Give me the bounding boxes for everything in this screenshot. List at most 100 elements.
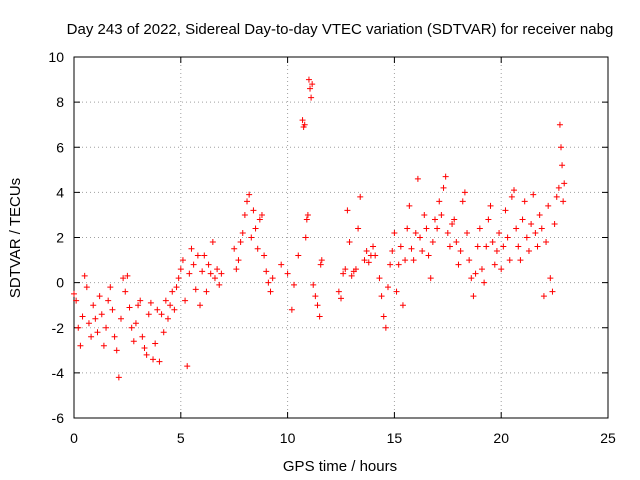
data-point — [485, 216, 492, 223]
data-point — [199, 268, 206, 275]
data-point — [427, 275, 434, 282]
data-point — [75, 324, 82, 331]
data-point — [491, 261, 498, 268]
data-point — [231, 245, 238, 252]
data-point — [92, 315, 99, 322]
data-point — [179, 257, 186, 264]
data-point — [545, 202, 552, 209]
data-point — [528, 220, 535, 227]
y-tick-label: -4 — [52, 365, 65, 381]
data-point — [182, 297, 189, 304]
data-point — [177, 266, 184, 273]
y-axis-label: SDTVAR / TECUs — [7, 178, 24, 298]
data-point — [408, 245, 415, 252]
data-point — [124, 272, 131, 279]
data-point — [547, 275, 554, 282]
x-tick-label: 20 — [493, 430, 509, 446]
data-point — [481, 279, 488, 286]
data-point — [540, 293, 547, 300]
data-point — [145, 311, 152, 318]
data-point — [387, 261, 394, 268]
data-point — [246, 191, 253, 198]
data-point — [506, 257, 513, 264]
data-point — [559, 162, 566, 169]
data-point — [135, 302, 142, 309]
data-point — [344, 207, 351, 214]
data-point — [370, 243, 377, 250]
data-point — [434, 225, 441, 232]
data-point — [169, 288, 176, 295]
data-point — [483, 243, 490, 250]
data-point — [265, 279, 272, 286]
data-point — [406, 202, 413, 209]
data-point — [288, 306, 295, 313]
data-point — [309, 81, 316, 88]
data-point — [132, 320, 139, 327]
grid-lines — [74, 57, 608, 418]
data-point — [459, 198, 466, 205]
data-point — [342, 266, 349, 273]
data-point — [438, 211, 445, 218]
data-point — [194, 252, 201, 259]
y-tick-label: 0 — [56, 275, 64, 291]
data-point — [105, 297, 112, 304]
data-point — [453, 239, 460, 246]
data-point — [88, 333, 95, 340]
data-point — [429, 239, 436, 246]
data-point — [216, 281, 223, 288]
data-point — [466, 257, 473, 264]
data-point — [496, 229, 503, 236]
data-point — [244, 198, 251, 205]
data-point — [551, 220, 558, 227]
data-point — [160, 329, 167, 336]
data-point — [113, 347, 120, 354]
data-point — [201, 252, 208, 259]
data-point — [154, 306, 161, 313]
data-point — [218, 270, 225, 277]
data-point — [543, 239, 550, 246]
data-point — [143, 351, 150, 358]
data-point — [508, 193, 515, 200]
data-point — [299, 117, 306, 124]
data-point — [421, 211, 428, 218]
data-point — [302, 234, 309, 241]
data-point — [137, 297, 144, 304]
data-point — [308, 94, 315, 101]
data-point — [164, 315, 171, 322]
data-point — [318, 257, 325, 264]
data-point — [214, 266, 221, 273]
x-tick-label: 25 — [600, 430, 616, 446]
data-point — [451, 216, 458, 223]
data-point — [284, 270, 291, 277]
data-point — [461, 189, 468, 196]
data-point — [173, 284, 180, 291]
data-point — [404, 225, 411, 232]
data-point — [71, 290, 77, 297]
data-point — [493, 248, 500, 255]
data-point — [530, 191, 537, 198]
data-point — [278, 261, 285, 268]
data-point — [158, 311, 165, 318]
data-point — [147, 299, 154, 306]
data-point — [111, 333, 118, 340]
data-point — [314, 302, 321, 309]
data-point — [340, 270, 347, 277]
data-point — [410, 257, 417, 264]
data-point — [103, 324, 110, 331]
y-tick-label: 2 — [56, 230, 64, 246]
data-point — [558, 144, 565, 151]
data-point — [402, 257, 409, 264]
data-point — [115, 374, 122, 381]
data-point — [209, 239, 216, 246]
data-point — [184, 363, 191, 370]
data-point — [233, 266, 240, 273]
data-point — [352, 266, 359, 273]
data-point — [291, 281, 298, 288]
data-point — [532, 229, 539, 236]
x-tick-label: 15 — [387, 430, 403, 446]
data-point — [267, 288, 274, 295]
data-point — [98, 311, 105, 318]
data-point — [561, 180, 568, 187]
plot-frame — [73, 56, 609, 419]
